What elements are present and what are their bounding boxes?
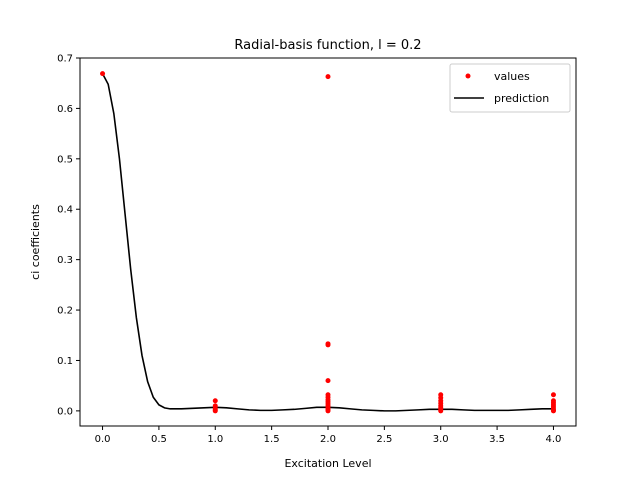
x-tick-label: 2.5 bbox=[376, 434, 392, 445]
x-tick-label: 1.0 bbox=[207, 434, 223, 445]
plot-area bbox=[100, 71, 556, 414]
x-tick-label: 3.0 bbox=[433, 434, 449, 445]
legend-values-marker bbox=[465, 73, 471, 79]
legend-frame bbox=[449, 63, 571, 113]
values-point bbox=[438, 408, 444, 414]
y-axis: 0.0 0.1 0.2 0.3 0.4 0.5 0.6 0.7 bbox=[57, 54, 80, 417]
y-tick-label: 0.7 bbox=[57, 54, 73, 65]
x-axis: 0.0 0.5 1.0 1.5 2.0 2.5 3.0 3.5 4.0 bbox=[95, 426, 562, 445]
values-point bbox=[325, 378, 331, 384]
x-tick-label: 3.5 bbox=[489, 434, 505, 445]
x-tick-label: 1.5 bbox=[264, 434, 280, 445]
y-tick-label: 0.3 bbox=[57, 255, 73, 266]
values-point bbox=[100, 71, 106, 77]
values-point bbox=[325, 408, 331, 414]
values-point bbox=[325, 342, 331, 348]
x-tick-label: 2.0 bbox=[320, 434, 336, 445]
x-tick-label: 4.0 bbox=[546, 434, 562, 445]
legend: values prediction bbox=[449, 63, 571, 113]
y-axis-label: ci coefficients bbox=[29, 204, 42, 280]
legend-values-label: values bbox=[494, 70, 530, 83]
prediction-line bbox=[101, 73, 554, 412]
values-point bbox=[212, 408, 218, 414]
y-tick-label: 0.6 bbox=[57, 104, 73, 115]
chart-title: Radial-basis function, l = 0.2 bbox=[234, 38, 421, 53]
x-tick-label: 0.0 bbox=[95, 434, 111, 445]
y-tick-label: 0.5 bbox=[57, 154, 73, 165]
y-tick-label: 0.1 bbox=[57, 356, 73, 367]
values-point bbox=[550, 408, 556, 414]
x-tick-label: 0.5 bbox=[151, 434, 167, 445]
y-tick-label: 0.0 bbox=[57, 406, 73, 417]
values-point bbox=[325, 74, 331, 80]
x-axis-label: Excitation Level bbox=[284, 457, 371, 470]
values-point bbox=[550, 392, 556, 398]
legend-prediction-label: prediction bbox=[494, 92, 549, 105]
y-tick-label: 0.4 bbox=[57, 205, 73, 216]
axes-frame bbox=[79, 57, 577, 427]
values-point bbox=[212, 398, 218, 404]
y-tick-label: 0.2 bbox=[57, 306, 73, 317]
